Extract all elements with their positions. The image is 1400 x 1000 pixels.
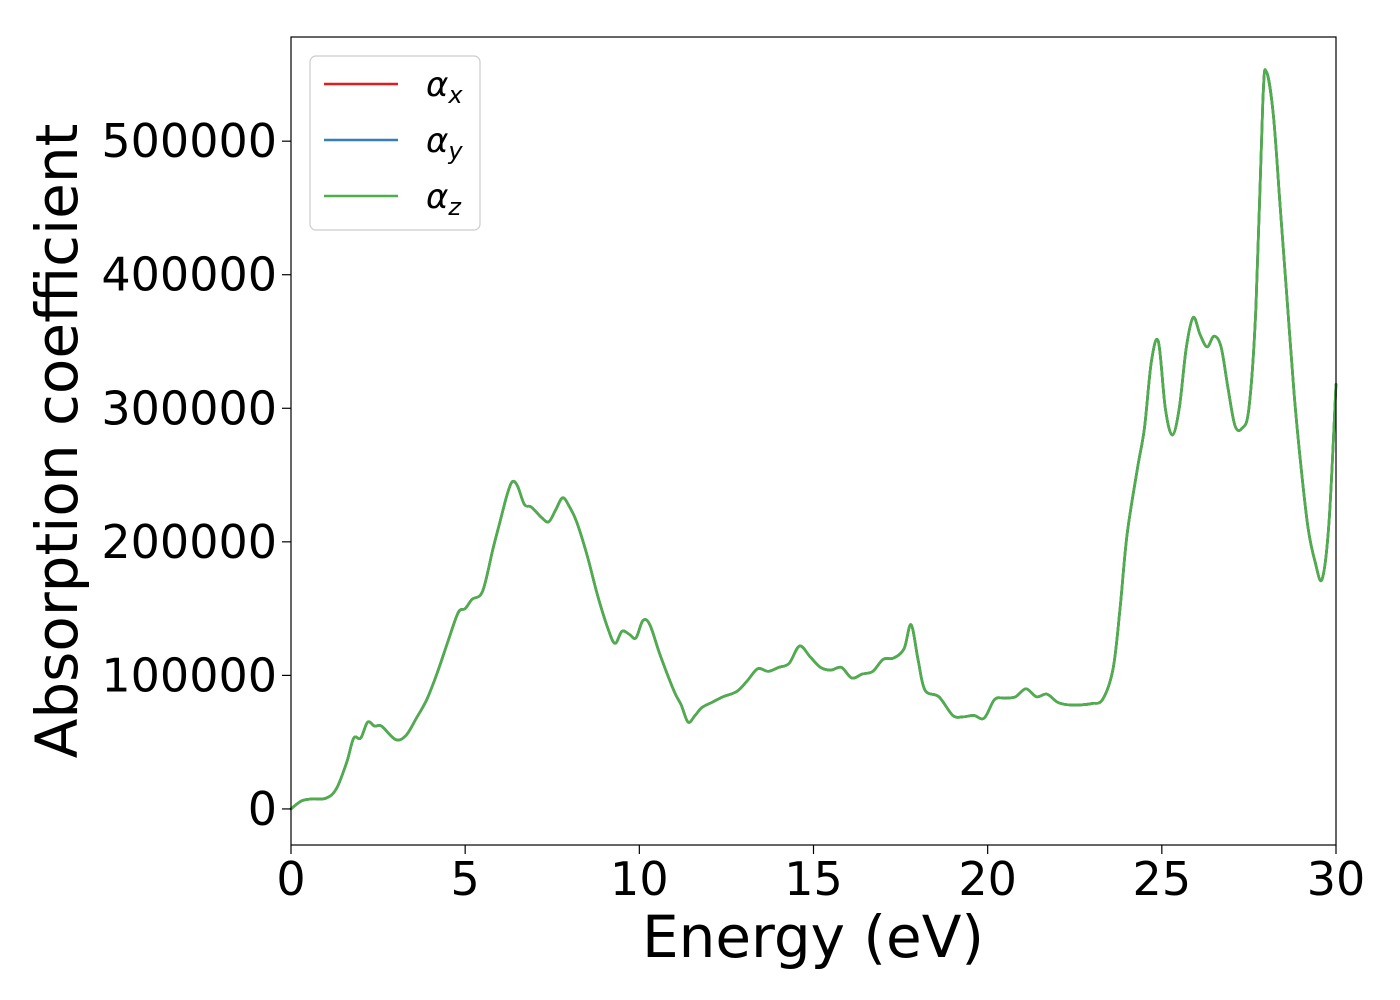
legend-box: [309, 55, 481, 231]
series-line-z: [289, 68, 1338, 811]
x-axis-ticks: 0 5 10 15 20 25 30: [276, 845, 1365, 906]
x-tick-label: 30: [1307, 852, 1366, 906]
y-axis-title: Absorption coefficient: [23, 124, 91, 759]
x-tick-label: 10: [610, 852, 669, 906]
plot-lines: [289, 68, 1338, 811]
legend: αx αy αz: [309, 55, 481, 231]
legend-label-x: αx: [426, 65, 463, 109]
x-tick-label: 5: [451, 852, 480, 906]
y-tick-label: 200000: [101, 515, 277, 569]
y-tick-label: 400000: [101, 248, 277, 302]
x-tick-label: 15: [784, 852, 843, 906]
y-tick-label: 0: [248, 782, 277, 836]
x-tick-label: 20: [958, 852, 1017, 906]
x-tick-label: 0: [276, 852, 305, 906]
x-tick-label: 25: [1133, 852, 1192, 906]
y-tick-label: 300000: [101, 381, 277, 435]
y-tick-label: 500000: [101, 114, 277, 168]
y-tick-label: 100000: [101, 648, 277, 702]
legend-label-y: αy: [426, 121, 463, 165]
x-axis-title: Energy (eV): [642, 903, 984, 971]
y-axis-ticks: 0 100000 200000 300000 400000 500000: [101, 114, 291, 836]
legend-items: αx αy αz: [324, 65, 463, 221]
legend-label-z: αz: [426, 177, 462, 221]
